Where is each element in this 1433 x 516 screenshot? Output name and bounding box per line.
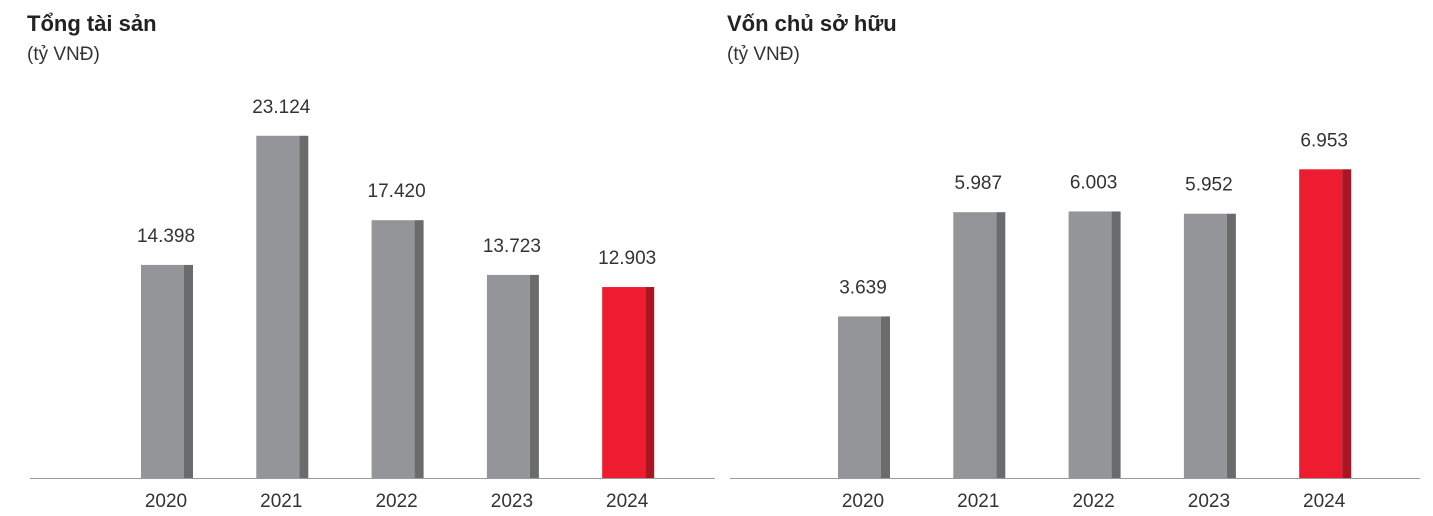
bar-side [1342, 169, 1352, 478]
bar-side [996, 212, 1006, 479]
chart-title: Tổng tài sản [27, 11, 157, 36]
value-label: 14.398 [137, 226, 195, 247]
bar-face [1183, 213, 1227, 478]
value-label: 23.124 [252, 97, 311, 118]
x-tick-label: 2024 [606, 491, 649, 512]
bar [1068, 211, 1121, 478]
bar-side [1226, 213, 1236, 478]
x-tick-label: 2021 [957, 491, 999, 512]
value-label: 5.987 [955, 173, 1003, 194]
value-label: 6.003 [1070, 172, 1118, 193]
bar [838, 316, 890, 478]
bar [602, 287, 655, 478]
x-tick-label: 2022 [1072, 491, 1114, 512]
value-label: 5.952 [1185, 175, 1233, 196]
bar [953, 212, 1006, 479]
value-label: 12.903 [598, 248, 656, 269]
bar [256, 135, 309, 478]
bar-side [881, 316, 890, 478]
chart-subtitle: (tỷ VNĐ) [727, 44, 800, 65]
bar-face [141, 264, 184, 478]
bar-face [1299, 169, 1343, 478]
bar-side [645, 287, 655, 478]
bar-face [1068, 211, 1112, 478]
bar-face [486, 274, 530, 478]
x-tick-label: 2023 [491, 491, 533, 512]
bar-side [1111, 211, 1121, 478]
chart-subtitle: (tỷ VNĐ) [27, 44, 100, 65]
x-tick-label: 2023 [1188, 491, 1230, 512]
bar-side [299, 135, 309, 478]
bar-face [371, 220, 415, 478]
x-tick-label: 2020 [145, 491, 187, 512]
chart-title: Vốn chủ sở hữu [727, 11, 897, 36]
bar [1299, 169, 1352, 478]
x-tick-label: 2020 [842, 491, 884, 512]
bar-face [838, 316, 881, 478]
bar-side [184, 264, 193, 478]
x-tick-label: 2022 [375, 491, 417, 512]
bar-face [602, 287, 646, 478]
value-label: 3.639 [839, 277, 887, 298]
x-tick-label: 2021 [260, 491, 302, 512]
bar-side [529, 274, 539, 478]
bar-side [414, 220, 424, 478]
bar-face [256, 135, 300, 478]
bar [486, 274, 539, 478]
value-label: 6.953 [1300, 130, 1348, 151]
bar [141, 264, 193, 478]
bar [371, 220, 424, 478]
bar-face [953, 212, 997, 479]
value-label: 13.723 [483, 236, 541, 257]
bar [1183, 213, 1236, 478]
x-tick-label: 2024 [1303, 491, 1346, 512]
value-label: 17.420 [368, 181, 426, 202]
